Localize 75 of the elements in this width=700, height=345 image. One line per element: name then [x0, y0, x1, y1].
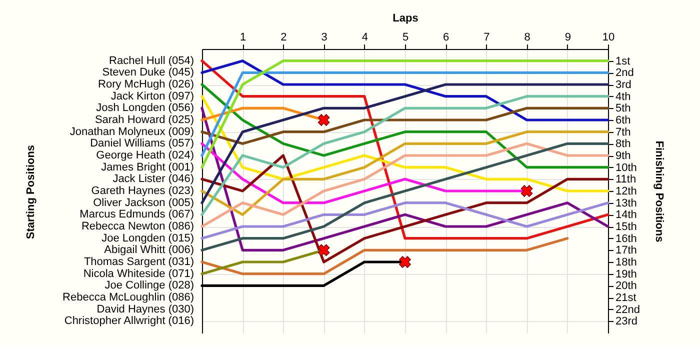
series-label: Joe Longden (015)	[102, 232, 194, 244]
x-tick-label: 4	[362, 32, 368, 44]
line-series	[200, 237, 569, 276]
line-series	[200, 83, 610, 204]
series-label: Jack Lister (046)	[112, 173, 194, 186]
y-tick-label: 15th	[616, 221, 637, 233]
y-tick-label: 1st	[616, 55, 630, 68]
y-tick-label: 22nd	[616, 304, 640, 316]
x-tick-label: 8	[524, 32, 530, 44]
x-tick-label: 5	[402, 32, 409, 44]
y-tick-label: 5th	[616, 102, 631, 115]
y-tick-label: 18th	[616, 256, 637, 268]
line-series	[200, 142, 610, 228]
series-label: Jonathan Molyneux (009)	[70, 126, 194, 138]
point	[520, 185, 533, 197]
point	[399, 256, 411, 268]
y-axis-title: Finishing Positions	[652, 140, 665, 242]
line-series	[200, 83, 610, 169]
line-series	[200, 106, 610, 145]
x-tick-label: 10	[602, 32, 615, 44]
text: Starting Positions	[25, 144, 37, 240]
y-tick-label: 20th	[616, 280, 637, 292]
point	[318, 114, 330, 126]
x-axis-title: Laps	[392, 12, 418, 24]
y-tick-label: 17th	[616, 244, 637, 257]
y-tick-label: 23rd	[616, 316, 638, 328]
x-tick-label: 6	[443, 32, 450, 44]
series-label: Rory McHugh (026)	[98, 78, 194, 90]
y-tick-label: 16th	[616, 232, 637, 245]
series-label: Gareth Haynes (023)	[91, 185, 194, 197]
y-tick-label: 13th	[616, 197, 637, 210]
y-tick-label: 9th	[616, 150, 631, 162]
y-tick-label: 21st	[616, 292, 636, 304]
series-label: James Bright (001)	[101, 161, 194, 174]
y-tick-label: 10th	[616, 162, 637, 174]
series-label: George Heath (024)	[96, 150, 194, 162]
x-tick-label: 9	[564, 32, 571, 44]
line-series	[200, 60, 610, 122]
line-series	[200, 60, 610, 240]
series-label: Joe Collinge (028)	[104, 280, 194, 292]
y-tick-label: 4th	[616, 90, 631, 103]
y-tick-label: 2nd	[616, 67, 634, 80]
series-label: Jack Kirton (097)	[110, 90, 194, 102]
y-tick-label: 6th	[616, 114, 631, 126]
series-label: Nicola Whiteside (071)	[83, 268, 194, 280]
series-label: Abigail Whitt (006)	[104, 244, 194, 256]
line-series	[200, 95, 610, 216]
y-tick-label: 11th	[616, 174, 636, 186]
x-tick-label: 3	[321, 32, 328, 44]
series-label: Josh Longden (056)	[96, 102, 194, 114]
series-label: Marcus Edmunds (067)	[80, 208, 194, 221]
series-label: Sarah Howard (025)	[94, 114, 194, 126]
y-tick-label: 12th	[616, 186, 637, 198]
y-tick-label: 3rd	[616, 79, 632, 91]
y-tick-label: 7th	[616, 126, 631, 138]
line-series	[200, 130, 610, 216]
line-series	[200, 142, 610, 252]
series-label: Rachel Hull (054)	[109, 54, 194, 67]
y-tick-label: 8th	[616, 138, 631, 150]
series-label: Thomas Sargent (031)	[84, 256, 194, 268]
series-label: Daniel Williams (057)	[90, 138, 194, 150]
y-tick-label: 19th	[616, 268, 637, 280]
text: Christopher Allwright (016)	[64, 315, 194, 328]
series-label: Rebecca Newton (086)	[81, 220, 194, 232]
text: David Haynes (030)	[96, 303, 194, 316]
line-series	[200, 202, 610, 240]
x-tick-label: 7	[484, 32, 490, 44]
text: Rebecca McLoughlin (086)	[62, 292, 194, 304]
series-label: Steven Duke (045)	[102, 66, 194, 79]
series-label: Oliver Jackson (005)	[93, 196, 194, 209]
x-tick-label: 1	[240, 32, 246, 44]
line-series	[200, 154, 610, 264]
y-tick-label: 14th	[616, 209, 637, 222]
x-tick-label: 2	[280, 32, 287, 44]
point	[318, 244, 330, 256]
